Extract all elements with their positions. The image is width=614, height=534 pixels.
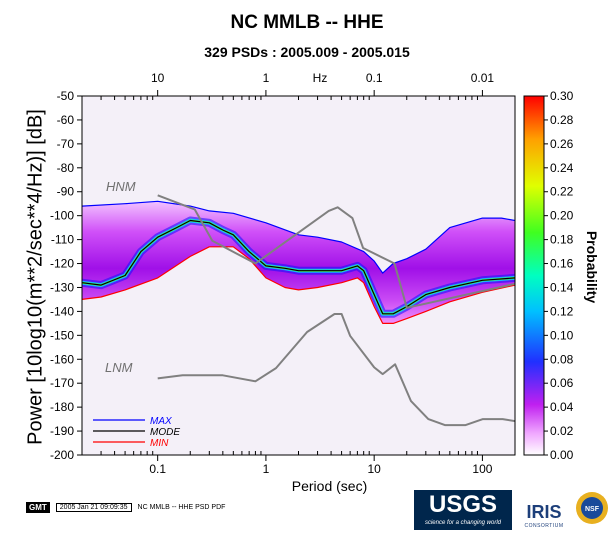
x-axis-label: Period (sec) [291,478,368,494]
colorbar-tick-label: 0.12 [550,304,574,318]
y-tick-label: -80 [57,161,75,175]
usgs-logo: USGS science for a changing world [414,490,512,530]
y-tick-label: -190 [50,424,74,438]
series-lnm-line [157,313,515,427]
top-x-tick-label: 0.1 [366,71,383,85]
top-x-tick-label: 0.01 [471,71,495,85]
iris-logo-sub: CONSORTIUM [524,523,564,529]
timestamp: 2005 Jan 21 09:09:35 [55,503,132,512]
usgs-tagline: science for a changing world [424,520,502,526]
colorbar-tick-label: 0.18 [550,233,574,247]
iris-logo: IRIS CONSORTIUM [518,488,570,530]
annotation-hnm: HNM [106,179,136,194]
y-tick-label: -120 [50,257,74,271]
series-max-line [82,200,515,274]
y-tick-label: -150 [50,328,74,342]
chart-subtitle: 329 PSDs : 2005.009 - 2005.015 [204,44,410,60]
colorbar-tick-label: 0.20 [550,209,574,223]
x-tick-label: 10 [367,462,381,476]
nsf-logo: NSF [576,492,608,524]
legend-min-label: MIN [150,438,169,449]
gmt-badge: GMT [26,502,50,513]
annotation-lnm: LNM [105,360,133,375]
colorbar-tick-label: 0.02 [550,424,574,438]
colorbar-tick-label: 0.08 [550,352,574,366]
y-tick-label: -170 [50,376,74,390]
colorbar [523,95,545,456]
plot-frame [81,95,516,456]
y-tick-label: -140 [50,304,74,318]
y-tick-label: -130 [50,280,74,294]
colorbar-tick-label: 0.06 [550,376,574,390]
chart-title: NC MMLB -- HHE [230,12,384,33]
colorbar-tick-label: 0.00 [550,448,574,462]
iris-logo-text: IRIS [526,502,562,522]
x-tick-label: 100 [472,462,492,476]
y-tick-label: -70 [57,137,75,151]
top-x-tick-label: 1 [263,71,270,85]
top-x-tick-label: 10 [151,71,165,85]
footer-caption: NC MMLB -- HHE PSD PDF [137,504,226,511]
x-tick-label: 1 [263,462,270,476]
y-tick-label: -100 [50,209,74,223]
colorbar-tick-label: 0.16 [550,257,574,271]
colorbar-tick-label: 0.26 [550,137,574,151]
logos: USGS science for a changing world IRIS C… [414,486,610,532]
pdf-density-band [82,201,515,324]
footer: GMT 2005 Jan 21 09:09:35 NC MMLB -- HHE … [26,502,225,513]
y-tick-label: -110 [51,233,74,247]
colorbar-tick-label: 0.14 [550,280,574,294]
colorbar-tick-label: 0.22 [550,185,574,199]
series-mode-line [82,219,515,315]
nsf-logo-text: NSF [585,506,600,513]
top-axis-unit: Hz [313,71,328,85]
series-min-line [82,246,515,324]
y-tick-label: -160 [50,352,74,366]
colorbar-tick-label: 0.10 [550,328,574,342]
colorbar-tick-label: 0.24 [550,161,574,175]
colorbar-tick-label: 0.30 [550,89,574,103]
legend-max-label: MAX [150,416,172,427]
y-tick-label: -50 [57,89,75,103]
x-tick-label: 0.1 [149,462,166,476]
y-tick-label: -180 [50,400,74,414]
legend-mode-label: MODE [150,427,180,438]
y-tick-label: -90 [57,185,75,199]
y-tick-label: -60 [57,113,75,127]
usgs-logo-text: USGS [428,491,497,518]
y-tick-label: -200 [50,448,74,462]
colorbar-tick-label: 0.04 [550,400,574,414]
colorbar-tick-label: 0.28 [550,113,574,127]
series-hnm-line [157,194,515,309]
